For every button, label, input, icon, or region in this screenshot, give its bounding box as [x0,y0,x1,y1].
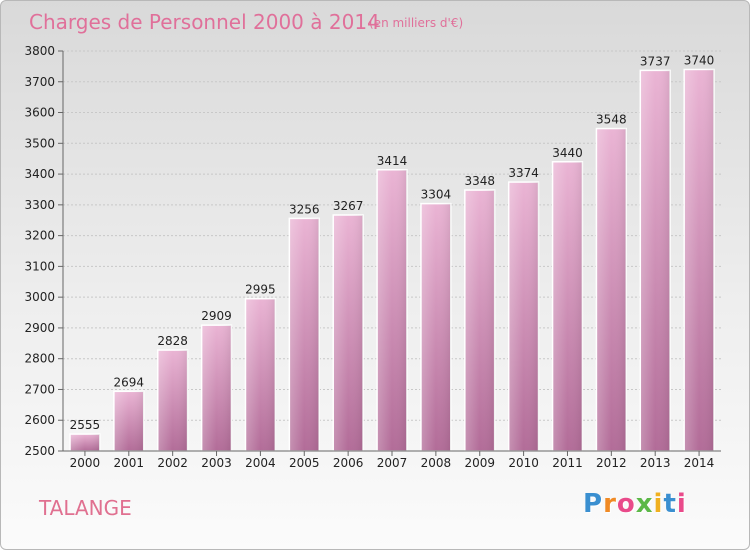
x-tick-label: 2009 [464,456,495,470]
y-tick-label: 3500 [24,136,55,150]
x-tick-label: 2007 [377,456,408,470]
data-label: 3737 [640,54,671,68]
bar-shade [464,190,495,452]
y-tick-label: 3300 [24,198,55,212]
data-label: 3267 [333,199,364,213]
y-tick-label: 3100 [24,259,55,273]
x-tick-label: 2010 [508,456,539,470]
bar-shade [640,70,671,451]
logo-letter: i [676,489,687,519]
data-label: 3740 [684,53,715,67]
data-label: 2828 [157,334,188,348]
bar-shade [684,69,714,451]
y-tick-label: 3700 [24,75,55,89]
y-tick-label: 3400 [24,167,55,181]
bar-shade [377,169,407,451]
logo-letter: x [635,489,654,519]
data-label: 3414 [377,154,408,168]
bar-shade [420,203,451,451]
logo-letter: r [603,489,617,519]
x-tick-label: 2008 [421,456,452,470]
chart-title: Charges de Personnel 2000 à 2014 [29,10,380,34]
chart-subtitle: (en milliers d'€) [369,16,463,30]
bars-layer: 2555 2694 2828 2909 2995 3256 3267 3414 3304 3348… [69,53,715,452]
location-label: TALANGE [38,496,132,520]
y-tick-label: 2600 [24,413,55,427]
data-label: 3548 [596,113,627,127]
data-label: 2909 [201,309,232,323]
bar-shade [70,434,100,451]
data-label: 2555 [70,418,101,432]
y-tick-label: 3000 [24,290,55,304]
x-tick-label: 2000 [70,456,101,470]
bar-shade [245,298,276,451]
bar-shade [596,128,627,451]
x-tick-label: 2005 [289,456,320,470]
proxiti-logo: Proxiti [583,489,687,519]
logo-letter: P [583,489,604,519]
x-tick-label: 2013 [640,456,671,470]
bar-shade [552,161,583,451]
y-tick-label: 3600 [24,106,55,120]
bar-shade [113,391,144,451]
x-tick-label: 2011 [552,456,583,470]
y-tick-label: 3200 [24,229,55,243]
y-tick-label: 2800 [24,352,55,366]
axis-layer: 2500 2600 2700 2800 2900 3000 3100 3200 3300 3400… [24,44,721,470]
x-tick-label: 2003 [201,456,232,470]
y-tick-label: 2700 [24,382,55,396]
x-tick-label: 2012 [596,456,627,470]
logo-letter: o [616,489,636,519]
x-tick-label: 2002 [157,456,188,470]
y-tick-label: 2500 [24,444,55,458]
bar-shade [508,182,539,452]
x-tick-label: 2006 [333,456,364,470]
data-label: 3440 [552,146,583,160]
logo-letter: t [663,489,677,519]
y-tick-label: 3800 [24,44,55,58]
data-label: 3304 [421,188,452,202]
data-label: 2694 [114,375,145,389]
data-label: 3348 [464,174,495,188]
bar-shade [333,215,364,451]
data-label: 3256 [289,202,320,216]
x-tick-label: 2004 [245,456,276,470]
bar-shade [289,218,320,451]
y-tick-label: 2900 [24,321,55,335]
x-tick-label: 2014 [684,456,715,470]
bar-shade [201,325,232,451]
bar-shade [157,350,188,451]
logo-letter: i [653,489,664,519]
data-label: 3374 [508,166,539,180]
data-label: 2995 [245,283,276,297]
x-tick-label: 2001 [114,456,145,470]
